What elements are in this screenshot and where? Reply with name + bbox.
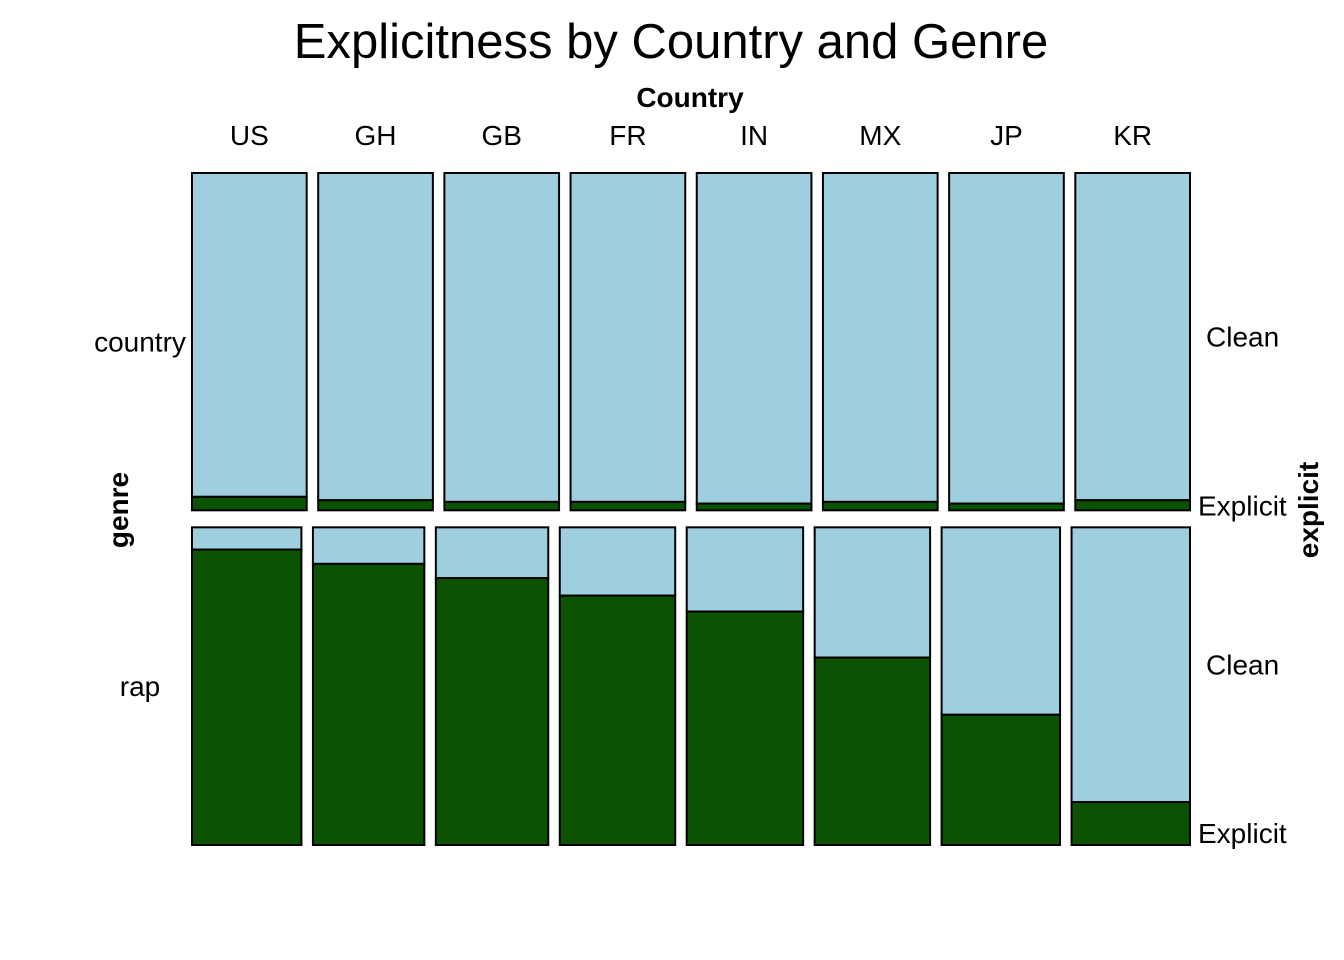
tile-rap-gb-clean	[434, 526, 550, 580]
tile-rap-jp-explicit	[940, 713, 1062, 846]
country-label-gh: GH	[355, 120, 397, 151]
tile-country-in-clean	[695, 172, 813, 505]
country-label-in: IN	[740, 120, 768, 151]
explicit-label-clean-country: Clean	[1206, 322, 1279, 353]
tile-country-mx-clean	[821, 172, 939, 503]
tile-country-jp-clean	[948, 172, 1065, 505]
tile-country-jp-explicit	[948, 502, 1065, 512]
tile-rap-kr-clean	[1070, 526, 1192, 804]
tile-rap-gb-explicit	[434, 577, 550, 847]
tile-country-gh-clean	[317, 172, 434, 502]
tile-rap-mx-explicit	[813, 656, 932, 846]
tile-rap-fr-explicit	[558, 594, 677, 846]
tile-rap-in-explicit	[685, 610, 805, 847]
x-axis-label: Country	[636, 82, 744, 113]
explicit-label-explicit-rap: Explicit	[1198, 818, 1287, 849]
tile-rap-kr-explicit	[1070, 801, 1192, 846]
genre-label-country: country	[94, 327, 186, 358]
genre-label-rap: rap	[120, 671, 160, 702]
tile-country-gb-explicit	[443, 500, 561, 512]
tile-rap-in-clean	[685, 526, 805, 613]
tile-rap-gh-explicit	[311, 562, 426, 846]
y-axis-label: genre	[103, 472, 134, 548]
tile-rap-us-clean	[191, 526, 303, 551]
tile-rap-mx-clean	[813, 526, 932, 659]
tile-rap-fr-clean	[558, 526, 677, 597]
tile-rap-us-explicit	[191, 548, 303, 846]
tile-country-in-explicit	[695, 502, 813, 512]
tile-country-gh-explicit	[317, 499, 434, 512]
country-label-kr: KR	[1113, 120, 1152, 151]
explicit-label-explicit-country: Explicit	[1198, 490, 1287, 521]
tile-country-kr-clean	[1074, 172, 1192, 502]
country-label-gb: GB	[481, 120, 521, 151]
tile-country-gb-clean	[443, 172, 561, 503]
tile-rap-jp-clean	[940, 526, 1062, 716]
mosaic-tiles	[191, 172, 1192, 847]
mosaic-labels: country Clean Explicit rap Clean Explicit US GH…	[94, 120, 1287, 849]
tile-country-mx-explicit	[821, 500, 939, 512]
country-label-us: US	[230, 120, 269, 151]
country-label-jp: JP	[990, 120, 1023, 151]
tile-country-us-explicit	[191, 495, 308, 512]
country-label-mx: MX	[859, 120, 901, 151]
fill-axis-label: explicit	[1293, 462, 1324, 558]
tile-country-fr-explicit	[569, 500, 687, 512]
explicit-label-clean-rap: Clean	[1206, 650, 1279, 681]
tile-rap-gh-clean	[311, 526, 426, 565]
tile-country-kr-explicit	[1074, 499, 1192, 512]
tile-country-us-clean	[191, 172, 308, 498]
country-label-fr: FR	[609, 120, 646, 151]
tile-country-fr-clean	[569, 172, 687, 503]
chart-title: Explicitness by Country and Genre	[294, 15, 1048, 69]
